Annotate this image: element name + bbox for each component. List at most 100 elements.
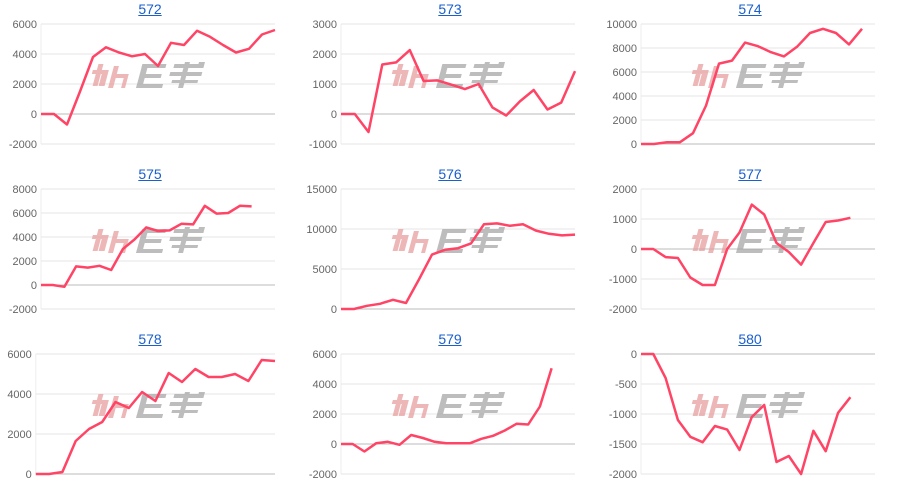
logo-stroke [98,235,109,251]
logo-stroke [721,239,729,253]
logo-stroke [436,394,449,418]
y-tick-label: 8000 [613,43,637,55]
logo-stroke [442,404,462,408]
line-chart: -1000 0 1000 2000 3000 [309,19,577,151]
y-tick-label: 4000 [313,379,337,391]
logo-stroke [108,66,119,88]
logo-stroke [169,402,203,406]
chart-title-link[interactable]: 574 [738,1,762,17]
chart-title-link[interactable]: 579 [438,331,462,347]
logo-stroke [698,70,709,86]
logo-stroke [92,394,104,416]
y-tick-label: 6000 [7,349,31,361]
y-tick-label: 4000 [13,49,37,61]
logo-stroke [398,400,409,416]
y-tick-label: -1000 [609,409,637,421]
y-tick-label: -2000 [609,469,637,481]
logo-stroke [742,74,762,78]
chart-panel-579: 579 -2000 0 2000 4000 6000 [300,330,600,495]
logo-stroke [169,237,203,241]
logo-stroke [692,394,704,416]
logo-stroke [171,245,199,248]
logo-stroke [142,74,162,78]
series-line [341,367,553,453]
y-tick-label: 6000 [613,67,637,79]
logo-stroke [769,402,803,406]
logo-stroke [771,245,799,248]
logo-stroke [136,229,149,253]
chart-title-link[interactable]: 576 [438,166,462,182]
logo-stroke [136,84,164,88]
y-tick-label: 10000 [606,19,637,31]
y-tick-label: -2000 [9,139,37,151]
logo-stroke [741,229,767,233]
logo-stroke [121,74,129,88]
logo-stroke [136,249,164,253]
logo-stroke [771,410,799,413]
logo-stroke [497,392,505,398]
chart-title-link[interactable]: 572 [138,1,162,17]
logo-stroke [698,235,709,251]
logo-stroke [469,72,503,76]
line-chart: -2000 -1500 -1000 -500 0 [609,349,875,481]
series-line [41,204,252,289]
chart-panel-573: 573 -1000 0 1000 2000 3000 [300,0,600,165]
chart-panel-576: 576 0 5000 10000 15000 [300,165,600,330]
logo-stroke [736,64,749,88]
y-tick-label: 2000 [613,115,637,127]
logo-stroke [141,64,167,68]
logo-stroke [197,392,205,398]
y-tick-label: 0 [331,439,337,451]
logo-stroke [742,404,762,408]
logo-stroke [441,64,467,68]
logo-stroke [436,414,464,418]
line-chart: 0 2000 4000 6000 8000 10000 [606,19,875,151]
series-line [341,222,576,311]
logo-stroke [692,64,704,86]
logo-stroke [436,229,449,253]
logo-stroke [797,227,805,233]
chart-panel-574: 574 0 2000 4000 6000 8000 10000 [600,0,900,165]
logo-stroke [497,62,505,68]
logo-stroke [797,392,805,398]
chart-title-link[interactable]: 575 [138,166,162,182]
y-tick-label: 4000 [613,91,637,103]
chart-title-link[interactable]: 577 [738,166,762,182]
y-tick-label: 2000 [7,429,31,441]
y-tick-label: 2000 [13,256,37,268]
logo-stroke [408,396,419,418]
logo-stroke [736,249,764,253]
watermark-logo [91,62,205,88]
logo-stroke [171,80,199,83]
logo-stroke [197,62,205,68]
y-tick-label: 1000 [613,214,637,226]
chart-panel-575: 575 -2000 0 2000 4000 6000 8000 [0,165,300,330]
y-tick-label: 8000 [13,184,37,196]
line-chart: -2000 0 2000 4000 6000 8000 [9,184,275,316]
y-tick-label: 4000 [13,232,37,244]
y-tick-label: 2000 [13,79,37,91]
logo-stroke [392,229,404,251]
logo-stroke [797,62,805,68]
logo-stroke [471,80,499,83]
y-tick-label: 2000 [313,49,337,61]
line-chart: -2000 0 2000 4000 6000 [9,19,276,151]
line-chart: -2000 0 2000 4000 6000 [309,349,575,481]
logo-stroke [169,72,203,76]
chart-title-link[interactable]: 580 [738,331,762,347]
chart-title-link[interactable]: 578 [138,331,162,347]
logo-stroke [721,74,729,88]
y-tick-label: -500 [615,379,637,391]
logo-stroke [698,400,709,416]
series-line [641,27,863,146]
logo-stroke [497,227,505,233]
y-tick-label: 0 [631,349,637,361]
logo-stroke [136,64,149,88]
y-tick-label: 0 [631,244,637,256]
watermark-logo [691,62,805,88]
line-chart: 0 5000 10000 15000 [306,184,576,316]
logo-stroke [392,394,404,416]
logo-stroke [442,74,462,78]
chart-title-link[interactable]: 573 [438,1,462,17]
